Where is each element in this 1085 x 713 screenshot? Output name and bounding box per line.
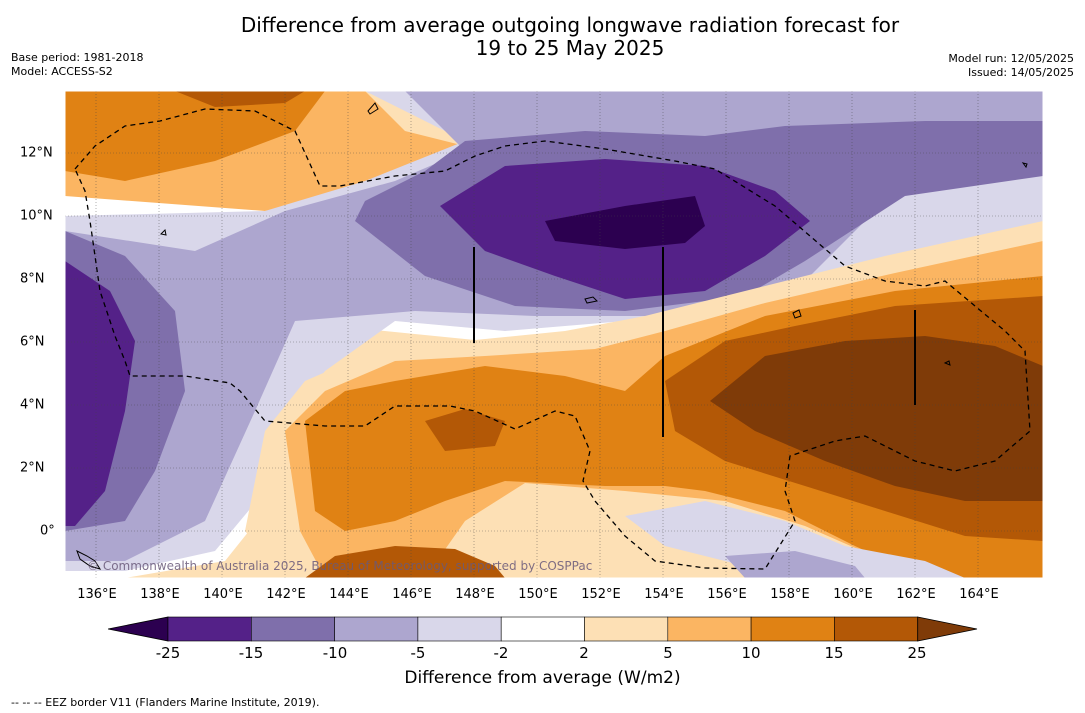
- lat-label-12n: 12°N: [20, 145, 53, 161]
- colorbar-swatch-9: [834, 616, 919, 642]
- lon-label-148: 148°E: [455, 587, 495, 602]
- colorbar-tick-8: 10: [741, 644, 761, 662]
- colorbar-tick-4: -5: [410, 644, 426, 662]
- lon-label-154: 154°E: [644, 587, 684, 602]
- colorbar-tick-1: -25: [155, 644, 181, 662]
- lon-label-142: 142°E: [266, 587, 306, 602]
- colorbar-swatch-1: [167, 616, 252, 642]
- colorbar-extend-min: [107, 616, 169, 642]
- colorbar-tick-9: 15: [824, 644, 844, 662]
- colorbar-swatch-6: [584, 616, 669, 642]
- anomaly-region-minus10to-5-south: [725, 551, 865, 578]
- model-run: Model run: 12/05/2025: [948, 52, 1074, 65]
- lon-label-150: 150°E: [518, 587, 558, 602]
- anomaly-region-15to25-central: [425, 409, 505, 451]
- meta-right: Model run: 12/05/2025 Issued: 14/05/2025: [948, 52, 1074, 80]
- eez-footnote: -- -- -- EEZ border V11 (Flanders Marine…: [11, 696, 320, 709]
- lon-label-156: 156°E: [707, 587, 747, 602]
- lat-label-6n: 6°N: [20, 334, 45, 350]
- colorbar-tick-2: -15: [238, 644, 264, 662]
- colorbar-tick-3: -10: [322, 644, 348, 662]
- base-period: Base period: 1981-2018: [11, 51, 144, 64]
- colorbar-swatch-5: [500, 616, 585, 642]
- lon-label-164: 164°E: [959, 587, 999, 602]
- lon-label-146: 146°E: [392, 587, 432, 602]
- anomaly-region-above-25: [710, 336, 1043, 501]
- colorbar-tick-7: 5: [663, 644, 673, 662]
- lon-label-144: 144°E: [329, 587, 369, 602]
- lon-label-162: 162°E: [896, 587, 936, 602]
- colorbar-tick-6: 2: [579, 644, 589, 662]
- colorbar-title: Difference from average (W/m2): [404, 668, 681, 688]
- colorbar-swatch-2: [251, 616, 335, 642]
- lon-label-160: 160°E: [833, 587, 873, 602]
- map-title: Difference from average outgoing longwav…: [170, 14, 970, 60]
- colorbar: [107, 616, 978, 642]
- lon-label-136: 136°E: [77, 587, 117, 602]
- lat-label-10n: 10°N: [20, 208, 53, 224]
- anomaly-region-minus5to-2-south: [625, 501, 965, 578]
- anomaly-region-north-15to25: [175, 91, 305, 107]
- title-line-2: 19 to 25 May 2025: [475, 36, 665, 60]
- map-panel: [65, 91, 1043, 578]
- map-gridlines: [65, 91, 1043, 578]
- colorbar-swatch-4: [417, 616, 502, 642]
- model-name: Model: ACCESS-S2: [11, 65, 113, 78]
- colorbar-swatch-8: [750, 616, 835, 642]
- colorbar-extend-max: [917, 616, 978, 642]
- lon-label-140: 140°E: [203, 587, 243, 602]
- title-line-1: Difference from average outgoing longwav…: [240, 13, 900, 37]
- island-outlines: [76, 102, 1028, 570]
- copyright-notice: © Commonwealth of Australia 2025, Bureau…: [87, 559, 593, 573]
- issued-date: Issued: 14/05/2025: [967, 66, 1074, 79]
- lat-label-4n: 4°N: [20, 397, 45, 413]
- colorbar-graphic: [107, 616, 978, 642]
- forecast-markers: [473, 247, 916, 437]
- colorbar-swatch-7: [667, 616, 752, 642]
- lon-label-158: 158°E: [770, 587, 810, 602]
- eez-border-lines: [74, 108, 1031, 570]
- colorbar-swatch-3: [334, 616, 419, 642]
- lat-label-0: 0°: [40, 523, 55, 539]
- olr-anomaly-map: [65, 91, 1043, 578]
- lon-label-138: 138°E: [140, 587, 180, 602]
- colorbar-tick-10: 25: [907, 644, 927, 662]
- lat-label-8n: 8°N: [20, 271, 45, 287]
- anomaly-region-15to25-south: [305, 546, 505, 578]
- meta-left: Base period: 1981-2018 Model: ACCESS-S2: [11, 51, 143, 79]
- anomaly-region-north-10to15: [65, 91, 325, 181]
- lon-label-152: 152°E: [581, 587, 621, 602]
- lat-label-2n: 2°N: [20, 460, 45, 476]
- anomaly-region-below-25: [545, 196, 705, 249]
- anomaly-region-minus25to-15-west: [65, 261, 135, 526]
- colorbar-tick-5: -2: [493, 644, 509, 662]
